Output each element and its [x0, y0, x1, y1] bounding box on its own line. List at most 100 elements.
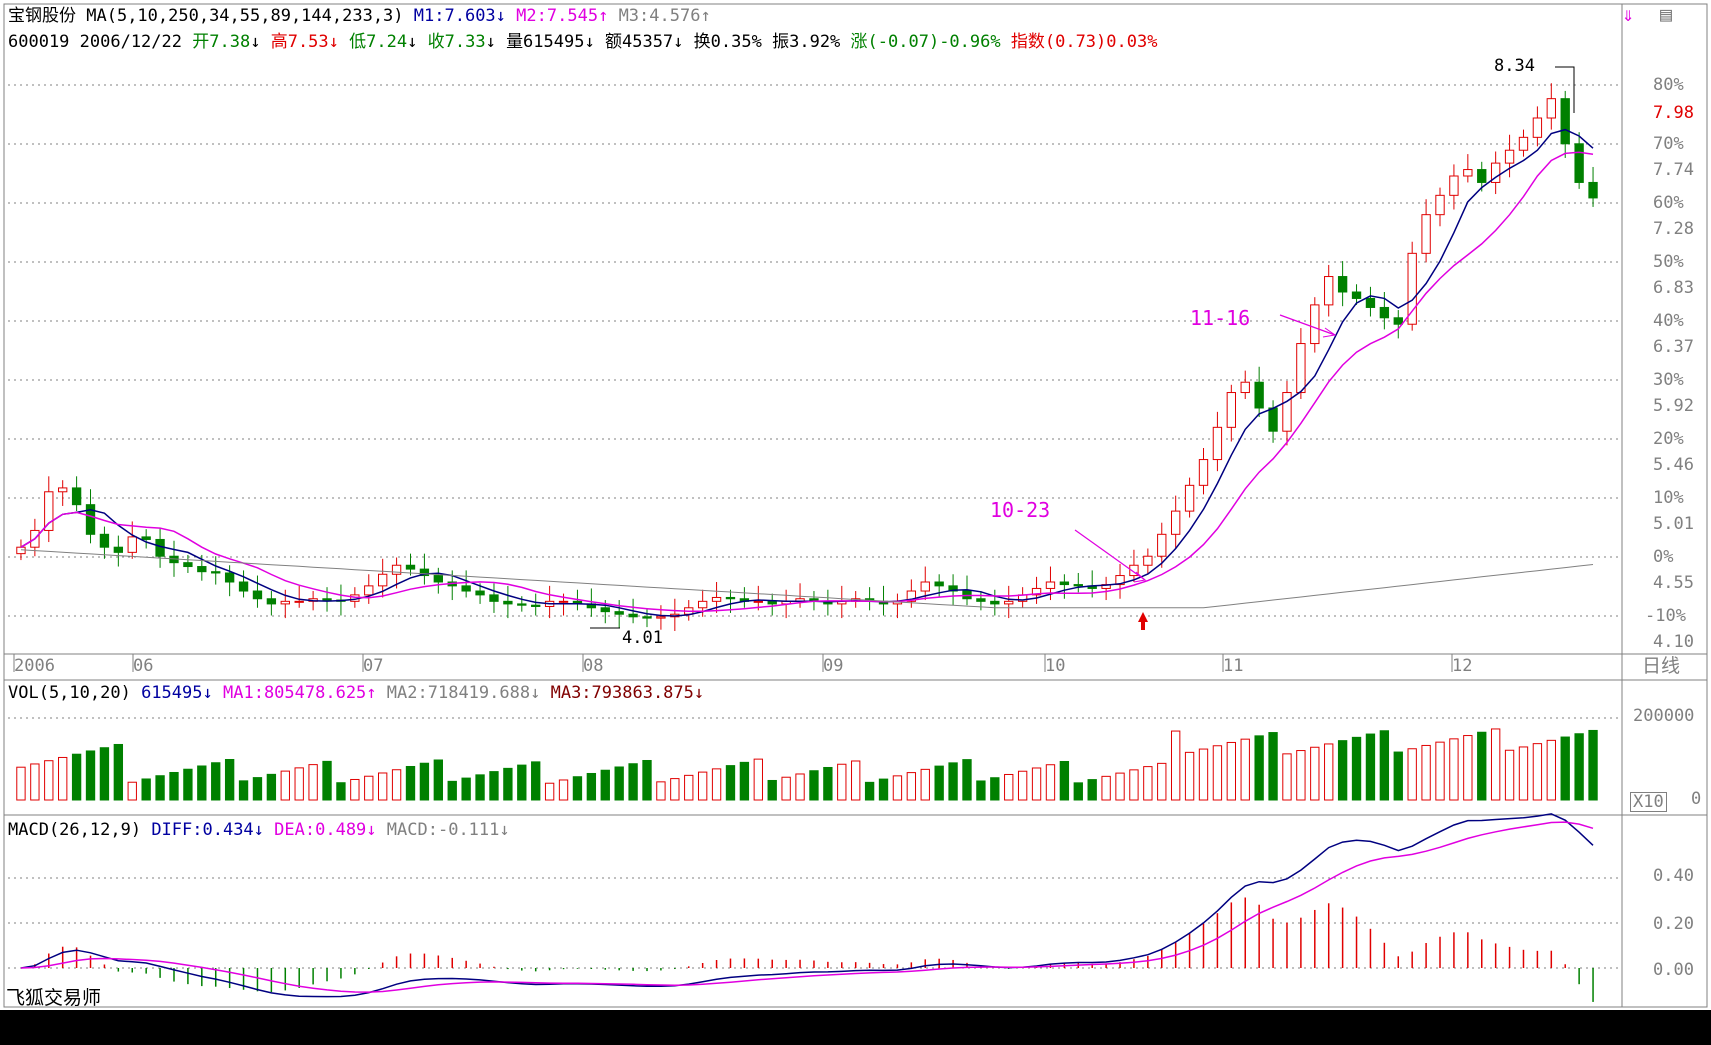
macd-arrow-icon: ↓ — [499, 820, 510, 840]
volume-bar — [1101, 775, 1111, 801]
annotation-arrow — [1279, 314, 1336, 336]
volume-bar — [656, 781, 666, 801]
volume-bar — [127, 781, 137, 801]
volume-bar — [1407, 748, 1417, 801]
candle-body — [1337, 276, 1348, 293]
annotation-arrowhead — [1322, 327, 1337, 338]
volume-bar — [99, 747, 110, 801]
candle-body — [1407, 252, 1417, 325]
candle-body — [1045, 581, 1056, 589]
volume-bar — [197, 765, 207, 801]
volume-bar — [781, 776, 791, 801]
volume-bar — [1017, 770, 1028, 801]
volume-bar — [58, 756, 68, 801]
volume-bar — [1393, 751, 1403, 801]
period-label[interactable]: 日线 — [1642, 655, 1681, 677]
candle-body — [224, 572, 235, 583]
volume-bar — [461, 777, 471, 801]
volume-header: VOL(5,10,20) 615495↓ MA1:805478.625↑ MA2… — [8, 683, 704, 703]
volume-bar — [280, 770, 290, 801]
volume-bar — [419, 762, 430, 801]
candle-body — [711, 596, 722, 602]
volume-bar — [684, 774, 694, 801]
candle-body — [1435, 194, 1445, 216]
candle-body — [1143, 555, 1153, 566]
open-arrow-icon: ↓ — [250, 32, 261, 52]
low-arrow-icon: ↓ — [407, 32, 418, 52]
volume-bar — [517, 764, 527, 801]
candle-body — [656, 616, 666, 619]
low-price-annotation: 4.01 — [622, 628, 663, 648]
time-label: 12 — [1452, 656, 1473, 676]
volume-bar — [85, 750, 96, 801]
candle-body — [642, 616, 652, 619]
amplitude-value: 振3.92% — [772, 32, 841, 52]
volume-bar — [1059, 760, 1070, 801]
bottom-bar — [0, 1010, 1711, 1045]
panel-icon[interactable]: ▤ — [1660, 2, 1673, 26]
volume-bar — [670, 778, 680, 801]
candle-body — [753, 600, 763, 603]
pct-label: 10% — [1653, 488, 1684, 508]
volume-bar — [1504, 749, 1515, 801]
down-arrow-icon[interactable]: ⇓ — [1622, 2, 1635, 26]
volume-bar — [976, 780, 986, 801]
candle-body — [127, 536, 137, 553]
vol-ma2: MA2:718419.688 — [386, 683, 531, 703]
volume-bar — [851, 760, 861, 801]
annotation-arrow — [1074, 529, 1146, 581]
candle-body — [433, 575, 443, 583]
volume-bar — [1129, 769, 1139, 801]
candle-body — [1129, 564, 1139, 577]
header-line1: 宝钢股份 MA(5,10,250,34,55,89,144,233,3) M1:… — [8, 6, 711, 26]
candle-body — [1324, 276, 1334, 306]
candle-body — [1004, 600, 1014, 605]
stock-name: 宝钢股份 — [8, 6, 76, 26]
candle-body — [1532, 117, 1543, 138]
vol-axis-top: 200000 — [1633, 706, 1695, 726]
candle-body — [252, 590, 263, 600]
candle-body — [1115, 575, 1125, 586]
volume-bar — [837, 763, 847, 801]
index-value: 指数(0.73)0.03% — [1010, 32, 1158, 52]
candle-body — [1296, 343, 1306, 394]
volume-bar — [44, 760, 54, 801]
volume-bar — [391, 769, 402, 801]
vol-title: VOL(5,10,20) — [8, 683, 131, 703]
volume-bar — [141, 778, 151, 801]
volume-bar — [558, 779, 569, 801]
m3-arrow-icon: ↑ — [700, 6, 711, 26]
volume-bar — [1449, 738, 1459, 801]
candle-body — [1171, 510, 1181, 535]
price-label: 6.37 — [1653, 337, 1694, 357]
candle-body — [266, 598, 277, 605]
candle-body — [1379, 306, 1390, 319]
volume-bar — [934, 765, 944, 801]
vol-arrow-icon: ↓ — [202, 683, 213, 703]
candle-body — [211, 571, 221, 574]
volume-bar — [489, 771, 499, 801]
candle-body — [364, 585, 374, 596]
volume-bar — [600, 769, 610, 801]
candle-body — [461, 585, 471, 592]
candle-body — [948, 585, 958, 592]
candle-body — [517, 603, 527, 606]
volume-bar — [1379, 730, 1390, 801]
price-label: 7.74 — [1653, 160, 1694, 180]
candle-body — [405, 564, 416, 570]
candle-body — [920, 581, 930, 592]
macd-diff-arrow-icon: ↓ — [253, 820, 264, 840]
pct-label: 80% — [1653, 75, 1684, 95]
volume-bar — [614, 766, 624, 801]
candle-body — [614, 611, 624, 615]
volume-bar — [1588, 729, 1598, 801]
candle-body — [934, 581, 944, 587]
candle-body — [628, 613, 638, 618]
volume-bar — [1463, 735, 1473, 801]
volume-bar — [906, 772, 917, 801]
time-label: 06 — [133, 656, 154, 676]
candle-body — [1365, 297, 1376, 308]
volume-bar — [1435, 741, 1445, 801]
vol-ma3-arrow-icon: ↓ — [693, 683, 705, 703]
current-price-label: 7.98 — [1653, 103, 1694, 123]
